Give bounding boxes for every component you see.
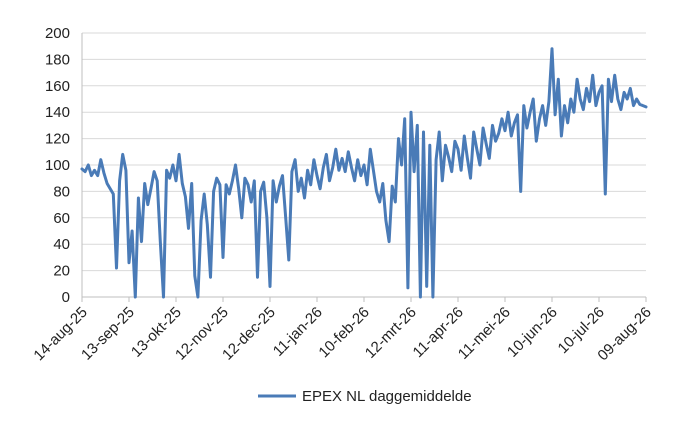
- series-line-0: [80, 47, 648, 299]
- y-tick-label: 60: [53, 210, 70, 227]
- axes: 02040608010012014016018020014-aug-2513-s…: [30, 25, 654, 364]
- x-tick-label: 10-jun-26: [504, 304, 561, 361]
- gridlines: [82, 32, 646, 272]
- y-tick-label: 120: [45, 131, 70, 148]
- y-tick-label: 180: [45, 51, 70, 68]
- legend-label: EPEX NL daggemiddelde: [302, 388, 472, 405]
- y-tick-label: 20: [53, 263, 70, 280]
- y-tick-label: 80: [53, 183, 70, 200]
- y-tick-label: 160: [45, 78, 70, 95]
- y-tick-label: 40: [53, 236, 70, 253]
- series-layer: [80, 47, 648, 299]
- y-tick-label: 100: [45, 157, 70, 174]
- x-tick-label: 12-mrt-26: [362, 304, 420, 362]
- legend: EPEX NL daggemiddelde: [258, 388, 472, 405]
- y-tick-label: 200: [45, 25, 70, 42]
- y-tick-label: 140: [45, 104, 70, 121]
- y-tick-label: 0: [62, 289, 70, 306]
- x-tick-label: 11-mei-26: [455, 304, 514, 363]
